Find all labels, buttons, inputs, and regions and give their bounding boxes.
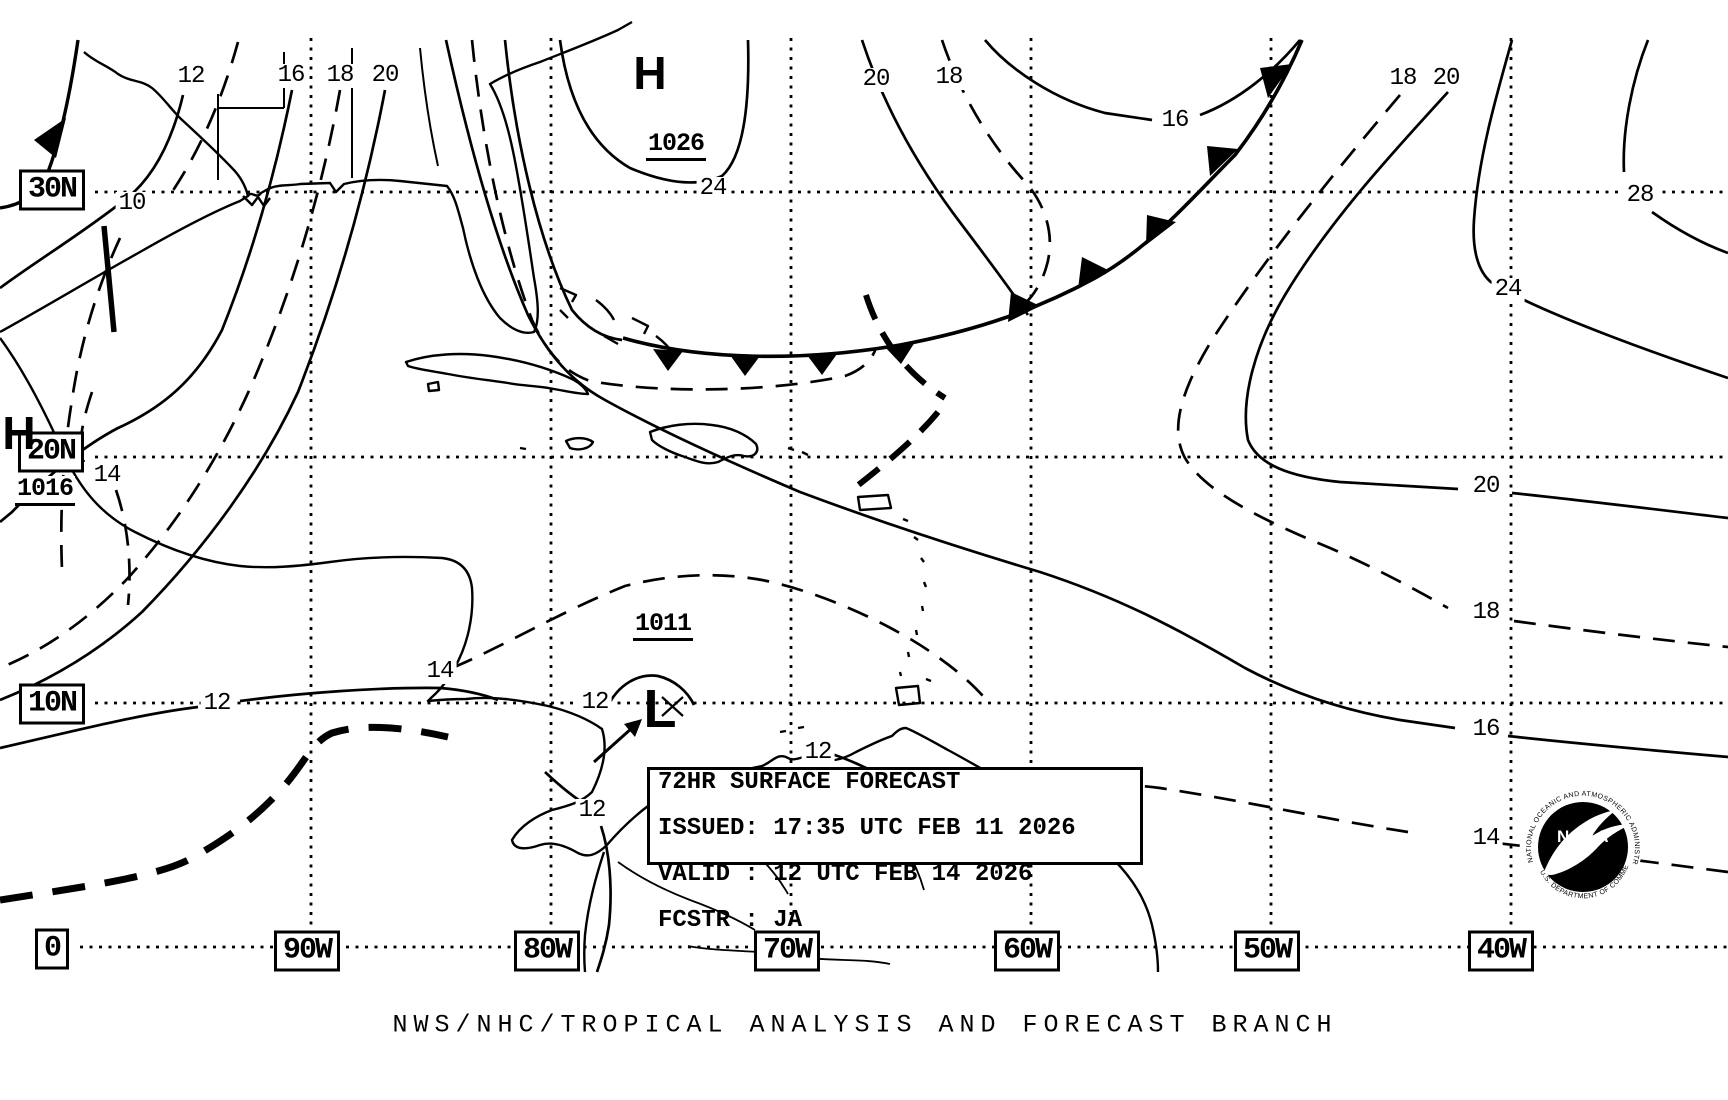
cold-front-pips <box>653 64 1292 376</box>
trough-dashed-bold <box>850 294 947 493</box>
isobar-label: 14 <box>1469 827 1503 851</box>
isobar-label: 24 <box>696 177 730 201</box>
isobar-label: 20 <box>1469 475 1503 499</box>
pressure-center-h: H <box>2 407 36 459</box>
isobar-label: 18 <box>1386 67 1420 91</box>
isobars-solid <box>0 39 1728 973</box>
isobar-label: 16 <box>1158 109 1192 133</box>
latitude-box-30n: 30N <box>18 169 86 211</box>
coastline-north-america <box>0 20 633 334</box>
isobar-label: 12 <box>575 799 609 823</box>
forecast-issued: ISSUED: 17:35 UTC FEB 11 2026 <box>658 815 1076 842</box>
pressure-center-h: H <box>633 47 667 99</box>
isobar-label: 20 <box>368 64 402 88</box>
forecast-forecaster: FCSTR : JA <box>658 907 803 934</box>
longitude-box-80w: 80W <box>513 930 581 972</box>
low-motion-arrow <box>592 719 642 764</box>
pressure-value: 1026 <box>645 131 707 161</box>
pressure-value: 1011 <box>632 611 694 641</box>
latitude-box-20n: 20N <box>17 431 85 473</box>
isobar-label: 12 <box>578 691 612 715</box>
cold-front-main <box>622 39 1304 376</box>
pressure-value: 1016 <box>14 476 76 506</box>
forecast-info-box: 72HR SURFACE FORECAST ISSUED: 17:35 UTC … <box>647 767 1143 933</box>
isobar-label: 10 <box>115 192 149 216</box>
longitude-box-70w: 70W <box>753 930 821 972</box>
latitude-box-10n: 10N <box>18 683 86 725</box>
footer-credit: NWS/NHC/TROPICAL ANALYSIS AND FORECAST B… <box>392 1010 1338 1040</box>
isobar-label: 14 <box>90 464 124 488</box>
noaa-seagull-icon <box>1544 810 1632 876</box>
isobar-label: 12 <box>174 65 208 89</box>
itcz-dashed-bold <box>0 723 449 904</box>
isobar-label: 14 <box>423 660 457 684</box>
isobar-label: 18 <box>323 64 357 88</box>
low-center-x-marker <box>661 696 684 717</box>
latitude-gridlines <box>80 190 1728 949</box>
isobar-label: 28 <box>1623 184 1657 208</box>
isobar-label: 18 <box>932 66 966 90</box>
longitude-box-50w: 50W <box>1233 930 1301 972</box>
pressure-center-l: L <box>643 679 677 739</box>
longitude-box-40w: 40W <box>1467 930 1535 972</box>
coastline-islands <box>404 286 932 734</box>
forecast-valid: VALID : 12 UTC FEB 14 2026 <box>658 861 1033 888</box>
isobar-label: 24 <box>1491 278 1525 302</box>
longitude-box-60w: 60W <box>993 930 1061 972</box>
latitude-box-0: 0 <box>34 928 70 970</box>
forecast-title: 72HR SURFACE FORECAST <box>658 769 961 796</box>
isobar-label: 20 <box>859 68 893 92</box>
isobar-label: 12 <box>801 741 835 765</box>
noaa-ring-top-text: NATIONAL OCEANIC AND ATMOSPHERIC ADMINIS… <box>0 0 1640 866</box>
isobar-label: 20 <box>1429 67 1463 91</box>
isobar-label: 16 <box>1469 718 1503 742</box>
isobar-label: 18 <box>1469 601 1503 625</box>
isobar-label: 12 <box>200 692 234 716</box>
longitude-box-90w: 90W <box>273 930 341 972</box>
isobar-label: 16 <box>274 64 308 88</box>
